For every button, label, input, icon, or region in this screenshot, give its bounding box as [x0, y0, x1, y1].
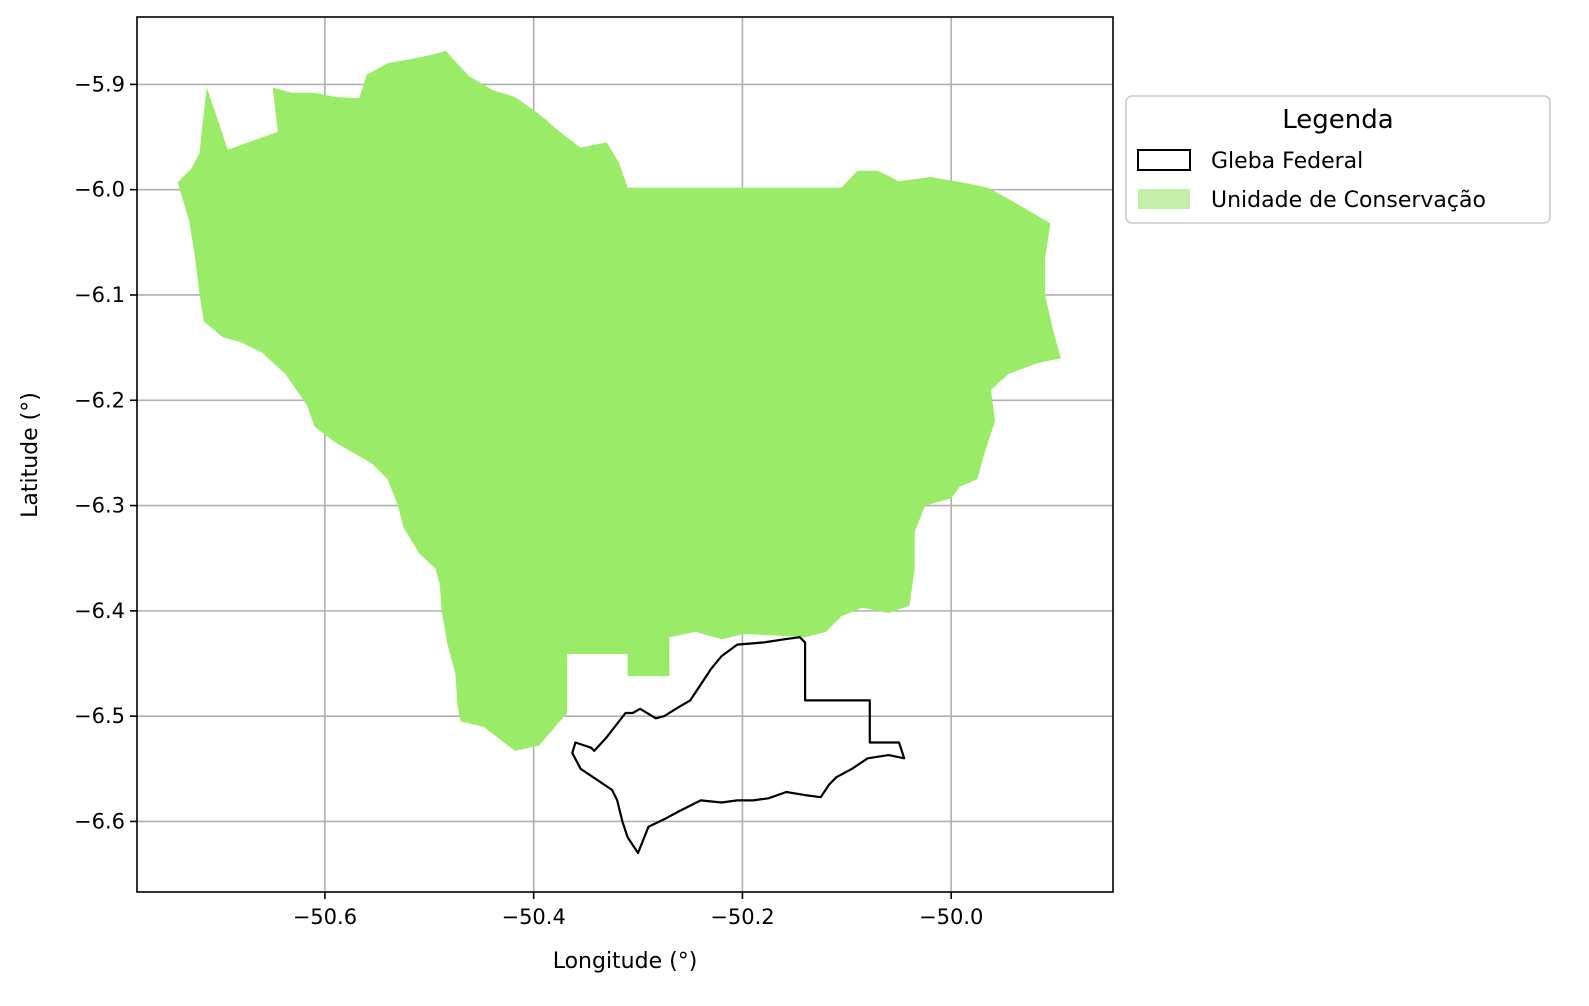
- y-tick-label: −6.0: [74, 178, 125, 202]
- legend: Legenda Gleba Federal Unidade de Conserv…: [1125, 95, 1551, 224]
- x-tick-label: −50.0: [919, 905, 983, 929]
- y-tick-label: −6.5: [74, 704, 125, 728]
- y-axis-title: Latitude (°): [18, 392, 43, 518]
- legend-swatch-gleba-federal: [1137, 149, 1191, 171]
- y-tick-label: −6.6: [74, 809, 125, 833]
- legend-box: [1125, 95, 1551, 224]
- x-tick-label: −50.6: [293, 905, 357, 929]
- y-tick-label: −6.1: [74, 283, 125, 307]
- y-tick-label: −6.4: [74, 599, 125, 623]
- x-tick-label: −50.2: [710, 905, 774, 929]
- x-axis-title: Longitude (°): [553, 949, 698, 974]
- y-tick-label: −6.3: [74, 494, 125, 518]
- y-axis-ticks: −5.9 −6.0 −6.1 −6.2 −6.3 −6.4 −6.5 −6.6: [74, 72, 137, 833]
- x-axis-ticks: −50.6 −50.4 −50.2 −50.0: [293, 892, 983, 929]
- legend-label-unidade-de-conservacao: Unidade de Conservação: [1211, 188, 1486, 213]
- x-tick-label: −50.4: [501, 905, 565, 929]
- legend-title: Legenda: [1282, 105, 1393, 135]
- plot-area: [136, 16, 1114, 893]
- y-tick-label: −6.2: [74, 388, 125, 412]
- gleba-federal-polygon: [571, 636, 906, 855]
- unidade-de-conservacao-polygon: [177, 50, 1061, 751]
- legend-swatch-unidade-de-conservacao: [1138, 189, 1190, 209]
- plot-frame: [136, 16, 1114, 893]
- y-tick-label: −5.9: [74, 72, 125, 96]
- legend-label-gleba-federal: Gleba Federal: [1211, 149, 1363, 174]
